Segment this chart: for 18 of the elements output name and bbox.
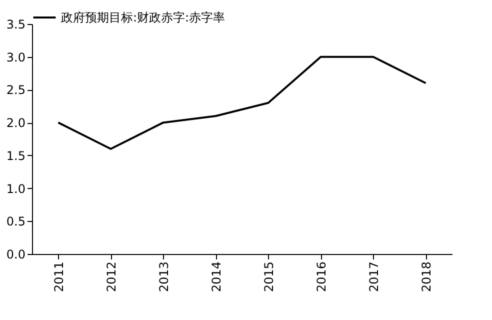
y-tick-label: 2.5 xyxy=(6,83,26,98)
y-tick-label: 1.0 xyxy=(6,182,26,196)
x-tick-label: 2016 xyxy=(314,262,328,292)
y-tick-label: 3.0 xyxy=(6,50,26,64)
x-tick-label: 2012 xyxy=(104,262,118,292)
legend-label: 政府预期目标:财政赤字:赤字率 xyxy=(61,10,226,24)
x-tick-label: 2015 xyxy=(262,262,276,292)
x-tick-label: 2017 xyxy=(366,262,381,292)
y-tick-label: 3.5 xyxy=(6,18,26,32)
y-tick-label: 0.0 xyxy=(6,248,26,262)
y-tick-label: 2.0 xyxy=(6,116,26,130)
x-tick-label: 2018 xyxy=(419,262,434,292)
y-tick-label: 1.5 xyxy=(6,148,26,163)
line-series xyxy=(57,56,427,150)
y-tick-label: 0.5 xyxy=(6,214,26,229)
x-tick-label: 2013 xyxy=(156,262,171,292)
x-tick-label: 2011 xyxy=(52,262,66,292)
x-tick-label: 2014 xyxy=(209,262,224,292)
